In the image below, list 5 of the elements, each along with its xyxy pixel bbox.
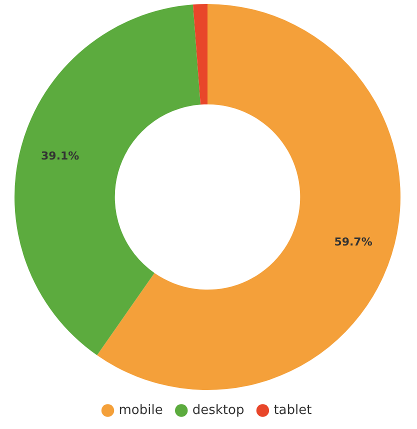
data-label: 59.7% bbox=[334, 236, 372, 249]
legend-label: desktop bbox=[192, 402, 244, 418]
legend-label: mobile bbox=[118, 402, 163, 418]
data-label: 39.1% bbox=[41, 150, 80, 163]
legend-label: tablet bbox=[274, 402, 312, 418]
